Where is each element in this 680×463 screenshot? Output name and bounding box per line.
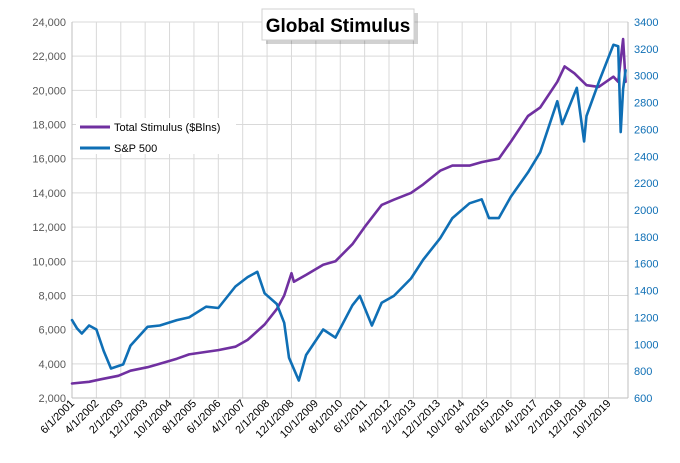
right-tick-label: 1800 [634,232,658,244]
left-tick-label: 2,000 [38,393,66,405]
right-tick-label: 800 [634,366,652,378]
series-layer [70,37,627,385]
right-tick-label: 2600 [634,124,658,136]
right-tick-label: 3000 [634,71,658,83]
left-tick-label: 10,000 [32,256,66,268]
left-tick-label: 22,000 [32,51,66,63]
left-axis-ticks: 2,000 4,000 6,000 8,000 10,000 12,000 14,000 16… [32,17,66,405]
right-tick-label: 3400 [634,17,658,29]
right-tick-label: 3200 [634,44,658,56]
legend-label-sp500: S&P 500 [114,143,157,155]
left-tick-label: 4,000 [38,359,66,371]
left-tick-label: 6,000 [38,325,66,337]
right-tick-label: 1200 [634,312,658,324]
left-tick-label: 12,000 [32,222,66,234]
chart-title-box: Global Stimulus [261,8,418,44]
left-tick-label: 18,000 [32,120,66,132]
legend: Total Stimulus ($Blns) S&P 500 [76,118,236,155]
right-tick-label: 2400 [634,151,658,163]
legend-label-stimulus: Total Stimulus ($Blns) [114,122,220,134]
left-tick-label: 24,000 [32,17,66,29]
right-tick-label: 1400 [634,286,658,298]
series-line-total-stimulus [70,37,627,385]
plot-frame [71,22,629,399]
left-tick-label: 14,000 [32,188,66,200]
left-tick-label: 20,000 [32,85,66,97]
right-tick-label: 2000 [634,205,658,217]
right-tick-label: 600 [634,393,652,405]
right-tick-label: 1000 [634,339,658,351]
series-line-sp500 [70,43,627,382]
chart-title: Global Stimulus [266,16,411,37]
left-tick-label: 16,000 [32,154,66,166]
right-axis-ticks: 600 800 1000 1200 1400 1600 1800 2000 2200 2400 26… [634,17,658,405]
left-tick-label: 8,000 [38,290,66,302]
right-tick-label: 2200 [634,178,658,190]
right-tick-label: 1600 [634,259,658,271]
gridlines [71,21,628,399]
right-tick-label: 2800 [634,98,658,110]
x-axis-ticks: 6/1/20014/1/20022/1/200312/1/200310/1/20… [38,398,613,441]
